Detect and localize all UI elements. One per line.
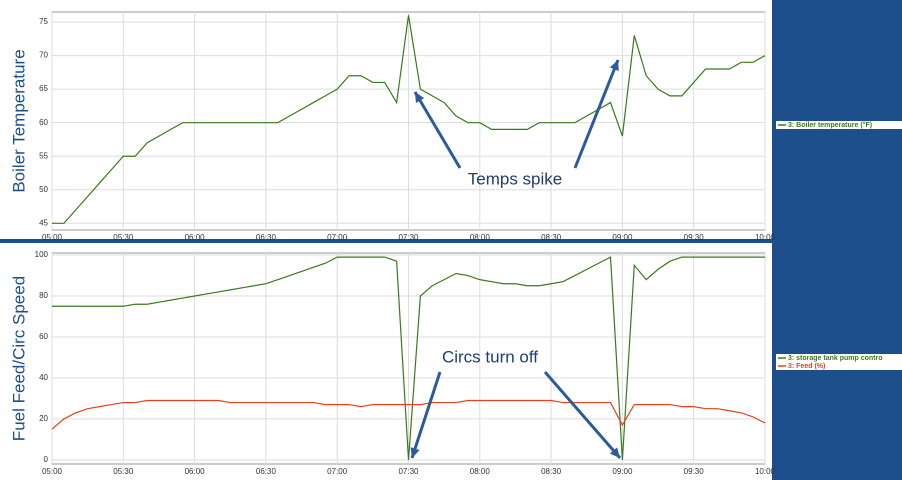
x-tick-label: 08:30 bbox=[541, 233, 562, 242]
x-tick-label: 05:30 bbox=[113, 233, 134, 242]
x-tick-label: 06:30 bbox=[256, 233, 277, 242]
side-panel bbox=[772, 0, 902, 480]
x-tick-label: 07:00 bbox=[327, 467, 348, 476]
x-tick-label: 10:00 bbox=[755, 467, 776, 476]
y-tick-label: 80 bbox=[39, 291, 48, 300]
x-tick-label: 07:30 bbox=[398, 467, 419, 476]
y-tick-label: 0 bbox=[44, 455, 49, 464]
x-tick-label: 10:00 bbox=[755, 233, 776, 242]
divider bbox=[0, 239, 772, 243]
arrow bbox=[410, 371, 442, 459]
arrow-head bbox=[410, 447, 420, 458]
y-tick-label: 100 bbox=[35, 250, 49, 259]
x-tick-label: 06:30 bbox=[256, 467, 277, 476]
legend-label: 3: Feed (%) bbox=[788, 363, 825, 370]
legend-box bbox=[776, 354, 902, 362]
x-tick-label: 08:00 bbox=[470, 233, 491, 242]
arrow bbox=[413, 91, 462, 169]
x-tick-label: 09:30 bbox=[684, 233, 705, 242]
series-line bbox=[52, 256, 765, 460]
x-tick-label: 08:00 bbox=[470, 467, 491, 476]
y-tick-label: 40 bbox=[39, 373, 48, 382]
x-tick-label: 07:00 bbox=[327, 233, 348, 242]
y-tick-label: 65 bbox=[39, 84, 48, 93]
series-line bbox=[52, 15, 766, 224]
arrow bbox=[543, 371, 622, 459]
x-tick-label: 06:00 bbox=[185, 233, 206, 242]
y-tick-label: 60 bbox=[39, 118, 48, 127]
series-line bbox=[51, 399, 766, 430]
y-tick-label: 60 bbox=[39, 332, 48, 341]
x-tick-label: 05:00 bbox=[42, 233, 63, 242]
y-tick-label: 50 bbox=[39, 185, 48, 194]
y-tick-label: 55 bbox=[39, 151, 48, 160]
x-tick-label: 05:30 bbox=[113, 467, 134, 476]
x-tick-label: 06:00 bbox=[185, 467, 206, 476]
y-tick-label: 45 bbox=[39, 218, 48, 227]
annotation: Circs turn off bbox=[442, 347, 538, 366]
legend-box bbox=[776, 121, 902, 129]
arrow-head bbox=[609, 60, 619, 71]
arrow-head bbox=[609, 447, 620, 458]
y-axis-title: Boiler Temperature bbox=[9, 49, 28, 192]
x-tick-label: 09:30 bbox=[684, 467, 705, 476]
arrow bbox=[573, 59, 620, 169]
y-tick-label: 70 bbox=[39, 51, 48, 60]
x-tick-label: 09:00 bbox=[612, 233, 633, 242]
arrow-head bbox=[415, 92, 425, 103]
y-tick-label: 20 bbox=[39, 414, 48, 423]
y-axis-title: Fuel Feed/Circ Speed bbox=[9, 276, 28, 441]
x-tick-label: 09:00 bbox=[612, 467, 633, 476]
x-tick-label: 08:30 bbox=[541, 467, 562, 476]
legend-label: 3: storage tank pump contro bbox=[788, 355, 883, 362]
legend-label: 3: Boiler temperature (°F) bbox=[788, 121, 872, 129]
y-tick-label: 75 bbox=[39, 17, 48, 26]
annotation: Temps spike bbox=[468, 169, 562, 188]
legend-box bbox=[776, 362, 902, 370]
x-tick-label: 05:00 bbox=[42, 467, 63, 476]
x-tick-label: 07:30 bbox=[398, 233, 419, 242]
